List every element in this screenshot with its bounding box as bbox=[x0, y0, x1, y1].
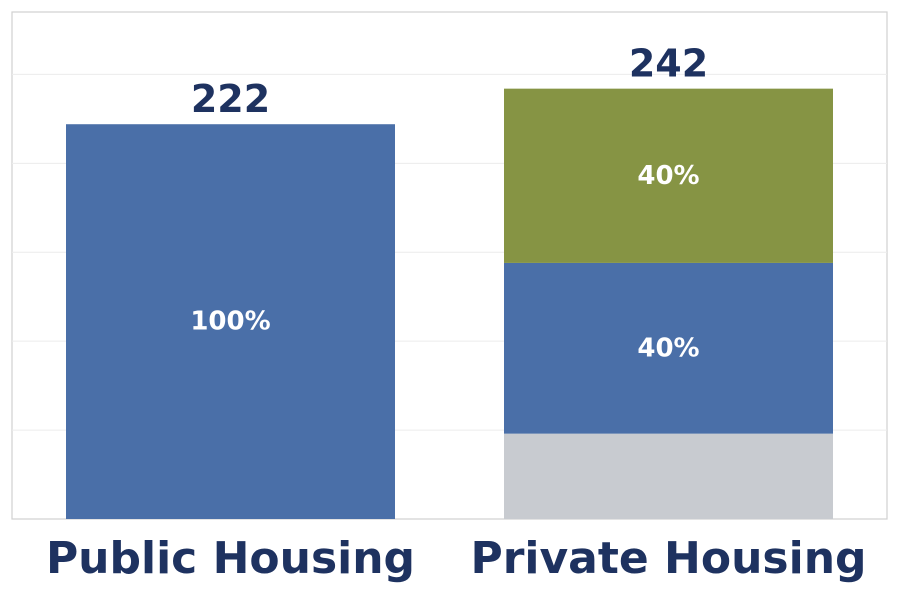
bar-segment bbox=[504, 88, 833, 263]
segment-percent-label: 40% bbox=[637, 161, 699, 191]
plot-frame bbox=[11, 11, 888, 520]
category-label: Private Housing bbox=[470, 533, 866, 584]
segment-percent-label: 100% bbox=[190, 307, 270, 337]
labels: 100% 222 Public Housing 40% 40% 242 Private Ho… bbox=[46, 42, 867, 584]
bars bbox=[66, 88, 833, 519]
bar-segment bbox=[66, 124, 395, 519]
bar-segment bbox=[504, 433, 833, 519]
bar-total-label: 242 bbox=[629, 42, 708, 86]
category-label: Public Housing bbox=[46, 533, 415, 584]
bar-total-label: 222 bbox=[191, 77, 270, 121]
bar-segment bbox=[504, 262, 833, 434]
segment-percent-label: 40% bbox=[637, 333, 699, 363]
